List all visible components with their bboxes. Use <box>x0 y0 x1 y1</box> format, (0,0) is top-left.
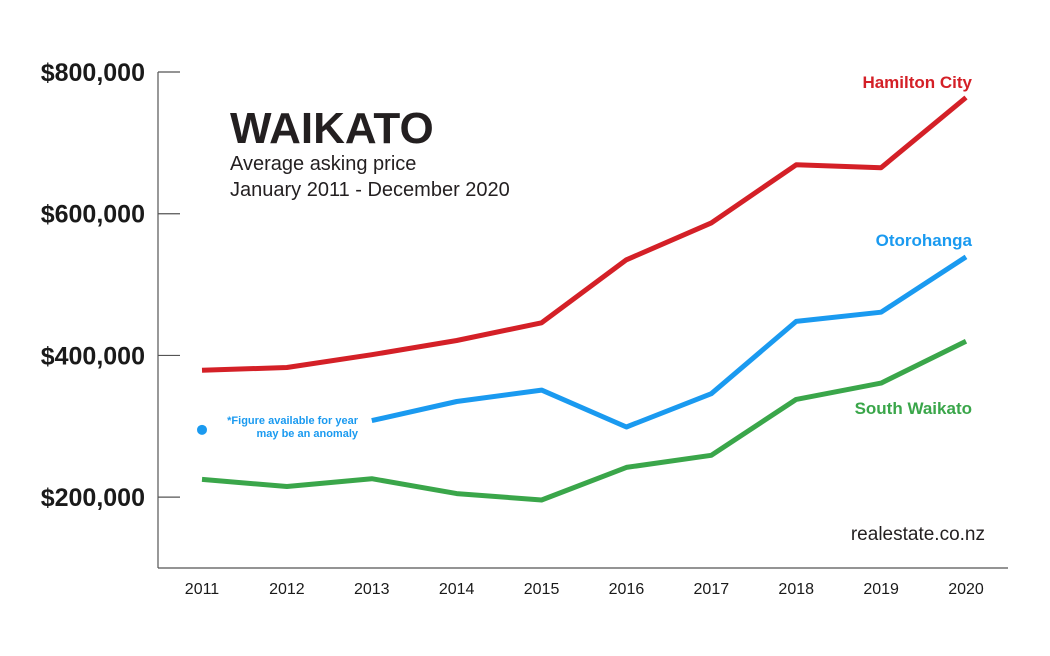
series-label: Otorohanga <box>876 231 973 250</box>
series-label: South Waikato <box>855 399 972 418</box>
anomaly-note-line-2: may be an anomaly <box>257 428 359 440</box>
chart-title: WAIKATO <box>230 104 434 153</box>
x-tick-label: 2014 <box>439 581 475 598</box>
y-tick-label: $800,000 <box>41 59 145 87</box>
y-axis-ticks: $200,000 $400,000 $600,000 $800,000 <box>41 59 180 512</box>
x-tick-label: 2015 <box>524 581 560 598</box>
x-axis-ticks: 2011 2012 2013 2014 2015 2016 2017 2018 2019 2020 <box>185 581 984 598</box>
chart-subtitle-line-2: January 2011 - December 2020 <box>230 179 510 201</box>
anomaly-note-line-1: *Figure available for year <box>227 415 359 427</box>
series-line <box>201 95 968 373</box>
series-labels: Hamilton City Otorohanga South Waikato <box>855 73 973 418</box>
source-credit: realestate.co.nz <box>851 524 985 545</box>
x-tick-label: 2012 <box>269 581 305 598</box>
series-point <box>197 424 207 435</box>
series-line <box>201 339 968 503</box>
x-tick-label: 2011 <box>185 581 220 598</box>
x-tick-label: 2017 <box>694 581 730 598</box>
series-line <box>371 254 968 430</box>
series-label: Hamilton City <box>862 73 972 92</box>
series-lines <box>197 95 968 503</box>
y-tick-label: $400,000 <box>41 342 145 370</box>
x-tick-label: 2019 <box>863 581 899 598</box>
axes <box>157 72 1008 569</box>
x-tick-label: 2016 <box>609 581 645 598</box>
x-tick-label: 2013 <box>354 581 390 598</box>
y-tick-label: $200,000 <box>41 484 145 512</box>
chart-subtitle-line-1: Average asking price <box>230 153 416 175</box>
y-tick-label: $600,000 <box>41 201 145 229</box>
x-tick-label: 2020 <box>948 581 984 598</box>
x-tick-label: 2018 <box>778 581 814 598</box>
